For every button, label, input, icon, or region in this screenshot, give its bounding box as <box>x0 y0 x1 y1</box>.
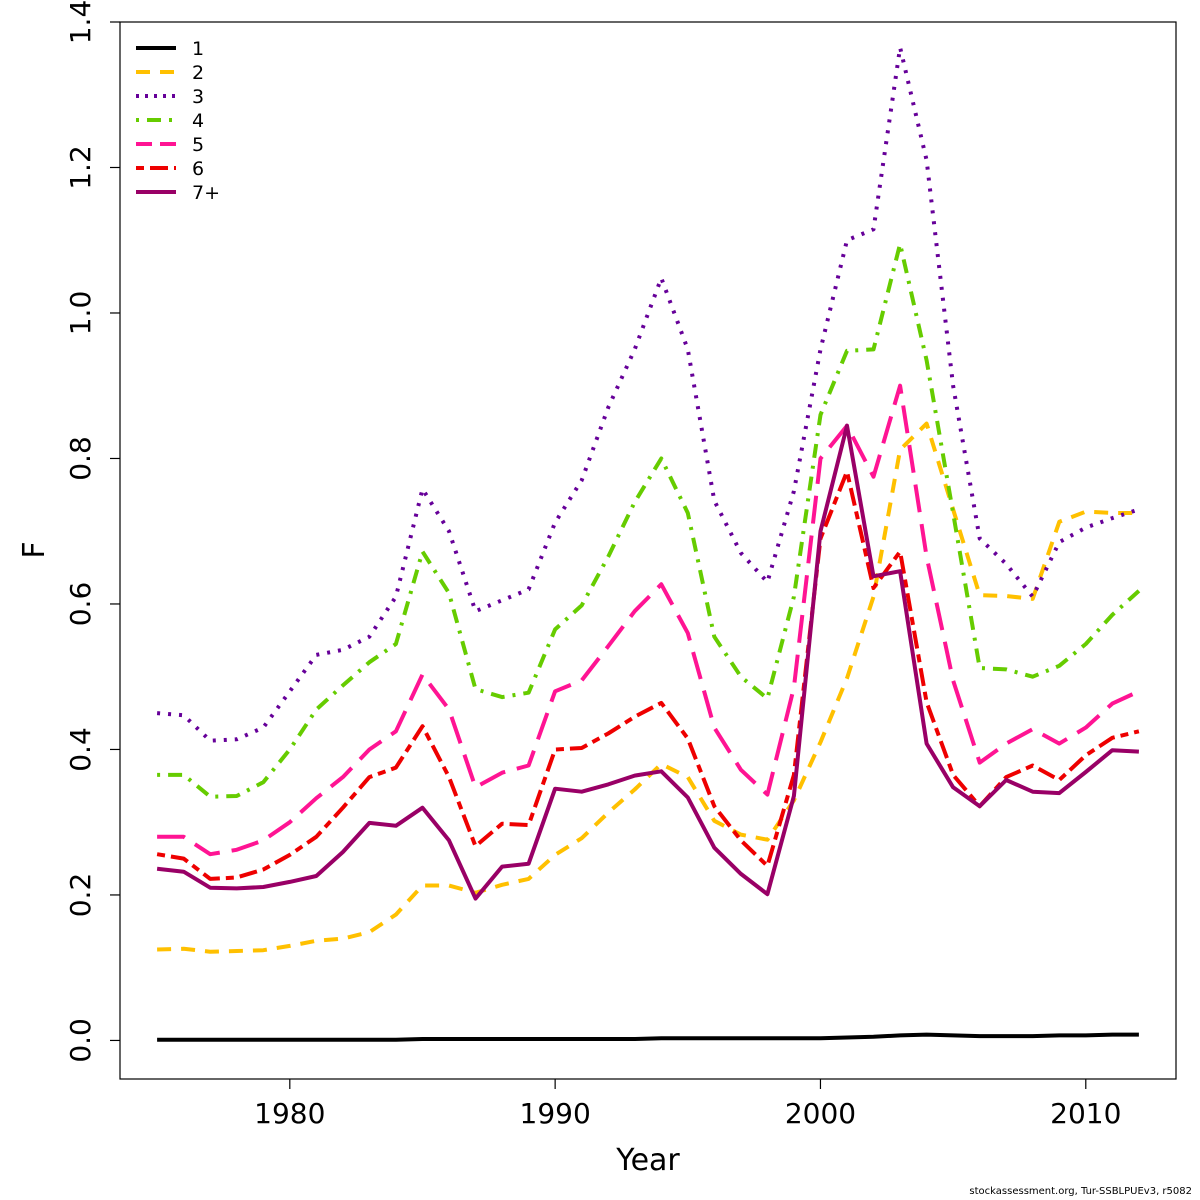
y-tick-label: 1.4 <box>64 0 97 44</box>
y-axis-title: F <box>17 541 52 558</box>
legend-label-5: 5 <box>192 134 204 156</box>
legend-label-3: 3 <box>192 86 204 108</box>
y-tick-label: 0.6 <box>64 582 97 627</box>
plot-frame <box>119 21 1177 1080</box>
x-tick-label: 2000 <box>785 1097 856 1130</box>
series-line-4 <box>157 241 1141 799</box>
y-tick-label: 0.8 <box>64 436 97 481</box>
x-tick-label: 1980 <box>254 1097 325 1130</box>
y-tick-label: 1.0 <box>64 291 97 336</box>
y-tick-label: 1.2 <box>64 145 97 190</box>
plot-area <box>119 21 1177 1080</box>
y-tick-label: 0.2 <box>64 873 97 918</box>
x-axis-title: Year <box>615 1143 680 1178</box>
series-line-1 <box>157 1032 1139 1042</box>
series-line-7 <box>156 423 1140 901</box>
axes-layer: 1980 1990 2000 2010 0.0 0.2 0.4 0.6 0.8 1.0 1.2 1.4 <box>64 0 1121 1130</box>
x-tick-label: 1990 <box>520 1097 591 1130</box>
y-tick-label: 0.0 <box>64 1018 97 1063</box>
legend-label-4: 4 <box>192 110 204 132</box>
series-layer <box>156 45 1141 1042</box>
series-line-5 <box>157 383 1140 857</box>
footer-note: stockassessment.org, Tur-SSBLPUEv3, r508… <box>969 1186 1192 1197</box>
x-tick-label: 2010 <box>1050 1097 1121 1130</box>
series-line-2 <box>157 421 1139 954</box>
legend-label-1: 1 <box>192 38 204 60</box>
y-tick-label: 0.4 <box>64 727 97 772</box>
series-line-6 <box>156 469 1140 881</box>
legend-label-2: 2 <box>192 62 204 84</box>
legend-label-7: 7+ <box>192 182 220 204</box>
legend-label-6: 6 <box>192 158 204 180</box>
